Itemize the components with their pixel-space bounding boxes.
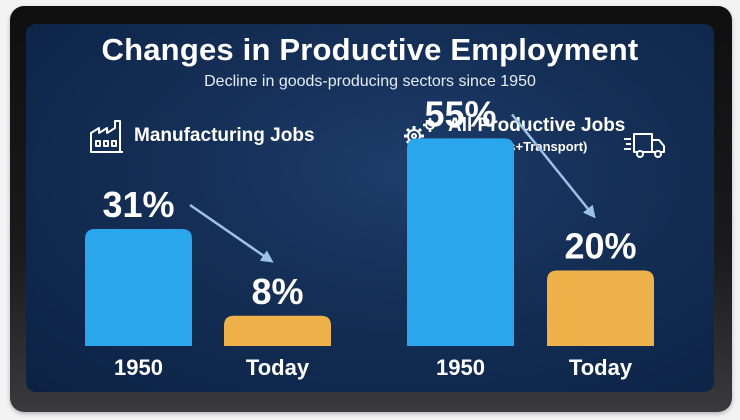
bar-chart2-1950 <box>407 138 514 346</box>
bar-chart1-1950 <box>85 229 192 346</box>
truck-icon <box>624 133 665 158</box>
value-label-chart1-today: 8% <box>251 271 303 312</box>
value-label-chart1-1950: 31% <box>102 184 174 225</box>
category-label-chart1-today: Today <box>246 355 310 380</box>
category-label-chart2-today: Today <box>569 355 633 380</box>
trend-arrow-chart2 <box>511 113 596 219</box>
panel-heading-productive: All Productive Jobs <box>448 115 626 136</box>
factory-icon <box>90 120 123 153</box>
bar-chart2-today <box>547 270 654 346</box>
page-subtitle: Decline in goods-producing sectors since… <box>204 73 536 90</box>
panel-heading-manufacturing: Manufacturing Jobs <box>134 125 315 146</box>
value-label-chart2-today: 20% <box>564 226 636 267</box>
bar-chart1-today <box>224 315 331 346</box>
trend-arrow-chart1 <box>189 203 274 263</box>
category-label-chart2-1950: 1950 <box>436 355 485 380</box>
value-label-chart2-1950: 55% <box>424 93 496 134</box>
category-label-chart1-1950: 1950 <box>114 355 163 380</box>
page-title: Changes in Productive Employment <box>101 32 639 67</box>
